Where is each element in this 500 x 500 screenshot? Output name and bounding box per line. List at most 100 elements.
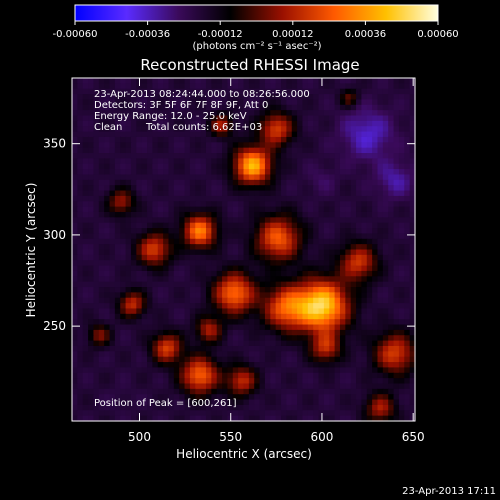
- heatmap-cell: [227, 142, 234, 149]
- heatmap-cell: [168, 394, 175, 401]
- heatmap-cell: [136, 233, 143, 240]
- heatmap-cell: [334, 195, 341, 202]
- heatmap-cell: [329, 335, 336, 342]
- heatmap-cell: [232, 147, 239, 154]
- heatmap-cell: [248, 83, 255, 90]
- heatmap-cell: [377, 158, 384, 165]
- heatmap-cell: [136, 260, 143, 267]
- heatmap-cell: [313, 158, 320, 165]
- heatmap-cell: [286, 222, 293, 229]
- heatmap-cell: [313, 238, 320, 245]
- heatmap-cell: [334, 142, 341, 149]
- heatmap-cell: [291, 126, 298, 133]
- heatmap-cell: [93, 399, 100, 406]
- heatmap-cell: [254, 270, 261, 277]
- heatmap-cell: [82, 147, 89, 154]
- heatmap-cell: [243, 147, 250, 154]
- heatmap-cell: [173, 340, 180, 347]
- heatmap-cell: [345, 378, 352, 385]
- heatmap-cell: [205, 276, 212, 283]
- heatmap-cell: [205, 297, 212, 304]
- heatmap-cell: [238, 340, 245, 347]
- heatmap-cell: [259, 142, 266, 149]
- heatmap-cell: [82, 270, 89, 277]
- heatmap-cell: [195, 345, 202, 352]
- heatmap-cell: [222, 270, 229, 277]
- heatmap-cell: [77, 94, 84, 101]
- heatmap-cell: [136, 94, 143, 101]
- heatmap-cell: [205, 292, 212, 299]
- heatmap-cell: [393, 153, 400, 159]
- heatmap-cell: [195, 120, 202, 127]
- heatmap-cell: [152, 308, 159, 315]
- heatmap-cell: [281, 94, 287, 101]
- heatmap-cell: [147, 303, 153, 310]
- heatmap-cell: [409, 319, 416, 326]
- heatmap-cell: [173, 238, 180, 245]
- heatmap-cell: [232, 276, 239, 283]
- heatmap-cell: [302, 174, 309, 181]
- heatmap-cell: [136, 185, 143, 192]
- heatmap-cell: [398, 319, 405, 326]
- heatmap-cell: [216, 233, 223, 240]
- heatmap-cell: [313, 120, 320, 127]
- heatmap-cell: [227, 362, 234, 369]
- heatmap-cell: [125, 228, 132, 235]
- heatmap-cell: [222, 147, 229, 154]
- heatmap-cell: [307, 211, 314, 218]
- heatmap-cell: [313, 276, 320, 283]
- heatmap-cell: [179, 158, 186, 165]
- heatmap-cell: [323, 211, 330, 218]
- heatmap-cell: [334, 335, 341, 342]
- heatmap-cell: [104, 147, 111, 154]
- heatmap-cell: [264, 99, 271, 106]
- heatmap-cell: [179, 265, 186, 272]
- heatmap-cell: [125, 190, 132, 197]
- heatmap-cell: [275, 201, 282, 208]
- heatmap-cell: [98, 185, 105, 192]
- heatmap-cell: [339, 324, 346, 331]
- heatmap-cell: [222, 265, 229, 272]
- heatmap-cell: [356, 83, 363, 90]
- heatmap-cell: [77, 190, 84, 197]
- heatmap-cell: [323, 228, 330, 235]
- heatmap-cell: [377, 195, 384, 202]
- heatmap-cell: [393, 345, 400, 352]
- heatmap-cell: [130, 142, 137, 149]
- heatmap-cell: [393, 415, 400, 422]
- heatmap-cell: [372, 94, 379, 101]
- heatmap-cell: [109, 324, 116, 331]
- plot-frame: [71, 77, 416, 422]
- heatmap-cell: [382, 206, 389, 213]
- heatmap-cell: [147, 233, 153, 240]
- heatmap-cell: [382, 78, 389, 84]
- heatmap-cell: [205, 324, 212, 331]
- heatmap-cell: [382, 195, 389, 202]
- heatmap-cell: [339, 211, 346, 218]
- heatmap-cell: [157, 217, 164, 224]
- heatmap-cell: [329, 222, 336, 229]
- heatmap-cell: [72, 142, 78, 149]
- heatmap-cell: [291, 388, 298, 395]
- heatmap-cell: [281, 228, 287, 235]
- heatmap-cell: [356, 158, 363, 165]
- heatmap-cell: [248, 249, 255, 256]
- heatmap-cell: [232, 303, 239, 310]
- heatmap-cell: [130, 287, 137, 293]
- heatmap-cell: [318, 319, 325, 326]
- heatmap-cell: [216, 319, 223, 326]
- heatmap-cell: [404, 287, 411, 293]
- heatmap-cell: [270, 147, 277, 154]
- heatmap-cell: [281, 115, 287, 122]
- heatmap-cell: [77, 324, 84, 331]
- heatmap-cell: [222, 99, 229, 106]
- heatmap-cell: [372, 169, 379, 176]
- heatmap-cell: [173, 383, 180, 390]
- heatmap-cell: [147, 120, 153, 127]
- heatmap-cell: [297, 153, 304, 159]
- heatmap-cell: [232, 83, 239, 90]
- heatmap-cell: [409, 120, 416, 127]
- heatmap-cell: [286, 201, 293, 208]
- heatmap-cell: [72, 287, 78, 293]
- heatmap-cell: [302, 104, 309, 111]
